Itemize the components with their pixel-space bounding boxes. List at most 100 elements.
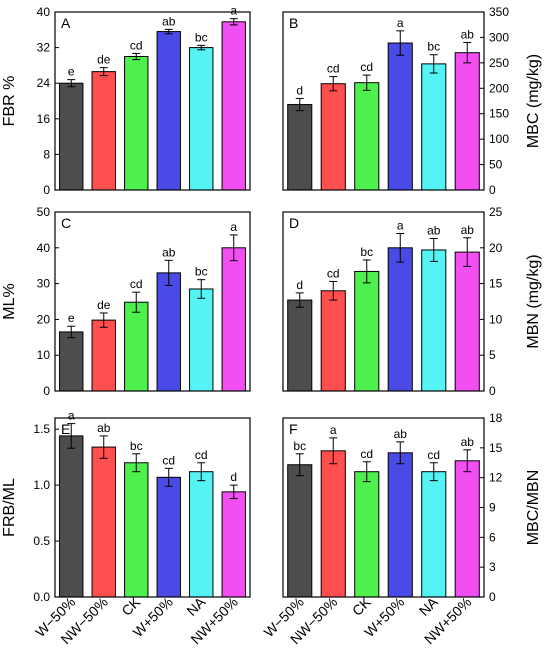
significance-letter-d-1: cd [327,266,340,280]
y-tick-label-f-6: 18 [489,411,503,425]
bar-a-2 [124,56,149,191]
y-tick-label-a-5: 40 [37,5,51,19]
y-tick-label-d-1: 5 [489,348,496,362]
panel-letter-b: B [289,15,298,31]
bar-e-5 [221,491,246,598]
significance-letter-e-5: d [230,470,237,484]
significance-letter-c-4: bc [195,265,208,279]
bar-e-1 [91,446,116,598]
bar-b-0 [287,104,313,191]
bar-a-5 [221,21,246,191]
significance-letter-d-2: bc [360,245,373,259]
bar-b-3 [387,42,413,191]
panel-frame-e [54,417,251,598]
bar-a-3 [156,31,181,191]
y-tick-label-b-3: 150 [489,107,509,121]
significance-letter-d-4: ab [427,223,441,237]
y-axis-title-d: MBN (mg/kg) [525,254,542,348]
y-tick-label-d-0: 0 [489,384,496,398]
bar-c-0 [59,331,84,392]
bar-e-0 [59,435,84,598]
bar-b-1 [320,83,346,191]
y-tick-label-c-5: 50 [37,205,51,219]
bar-d-0 [287,299,313,392]
significance-letter-a-3: ab [162,14,176,28]
y-tick-label-c-4: 40 [37,241,51,255]
bar-a-1 [91,71,116,191]
significance-letter-b-5: ab [461,28,475,42]
significance-letter-d-3: a [397,218,404,232]
significance-letter-c-1: de [97,298,111,312]
panel-letter-e: E [61,421,70,437]
panel-frame-f [282,417,485,598]
significance-letter-b-1: cd [327,62,340,76]
bar-f-2 [354,471,380,598]
significance-letter-a-2: cd [130,38,143,52]
y-tick-label-b-1: 50 [489,158,503,172]
y-tick-label-d-4: 20 [489,241,503,255]
significance-letter-b-0: d [296,83,303,97]
y-tick-label-e-2: 1.0 [33,478,50,492]
panel-frame-c [54,211,251,392]
bar-d-5 [454,251,480,392]
y-tick-label-f-3: 9 [489,501,496,515]
bar-c-2 [124,301,149,392]
significance-letter-a-0: e [68,65,75,79]
bar-f-4 [421,471,447,598]
y-tick-label-c-2: 20 [37,312,51,326]
y-tick-label-f-1: 3 [489,560,496,574]
bar-f-0 [287,464,313,598]
y-tick-label-a-1: 8 [43,147,50,161]
y-tick-label-f-5: 15 [489,441,503,455]
bar-c-4 [189,288,214,392]
bar-f-5 [454,460,480,598]
bar-c-1 [91,319,116,392]
significance-letter-c-3: ab [162,245,176,259]
y-tick-label-d-3: 15 [489,277,503,291]
significance-letter-e-3: cd [162,453,175,467]
y-tick-label-b-2: 100 [489,132,509,146]
significance-letter-a-1: de [97,53,111,67]
y-tick-label-a-0: 0 [43,183,50,197]
y-tick-label-c-1: 10 [37,348,51,362]
bar-f-1 [320,450,346,598]
panel-letter-d: D [289,215,299,231]
panel-frame-a [54,11,251,191]
y-tick-label-f-4: 12 [489,471,503,485]
y-axis-title-f: MBC/MBN [525,470,542,546]
panel-letter-f: F [289,421,298,437]
y-tick-label-d-2: 10 [489,312,503,326]
y-tick-label-a-4: 32 [37,41,51,55]
significance-letter-e-2: bc [130,439,143,453]
y-tick-label-b-5: 250 [489,56,509,70]
y-tick-label-a-2: 16 [37,112,51,126]
y-axis-title-b: MBC (mg/kg) [525,54,542,148]
significance-letter-f-1: a [330,423,337,437]
bar-b-2 [354,82,380,191]
y-tick-label-b-7: 350 [489,5,509,19]
significance-letter-a-5: a [230,4,237,18]
y-tick-label-f-2: 6 [489,530,496,544]
bar-b-5 [454,52,480,191]
significance-letter-b-2: cd [360,60,373,74]
bar-d-1 [320,290,346,392]
significance-letter-e-4: cd [195,448,208,462]
bar-a-0 [59,82,84,191]
significance-letter-b-4: bc [427,40,440,54]
bar-d-3 [387,247,413,392]
panel-frame-b [282,11,485,191]
y-tick-label-f-0: 0 [489,590,496,604]
y-tick-label-e-0: 0.0 [33,590,50,604]
significance-letter-a-4: bc [195,30,208,44]
significance-letter-d-5: ab [461,223,475,237]
y-axis-title-e: FRB/ML [1,478,18,537]
y-axis-title-c: ML% [1,283,18,319]
bar-e-4 [189,471,214,598]
bar-b-4 [421,63,447,191]
y-tick-label-b-4: 200 [489,81,509,95]
y-tick-label-b-0: 0 [489,183,496,197]
significance-letter-c-5: a [230,220,237,234]
bar-e-3 [156,476,181,598]
significance-letter-e-0: a [68,409,75,423]
bar-c-5 [221,247,246,392]
